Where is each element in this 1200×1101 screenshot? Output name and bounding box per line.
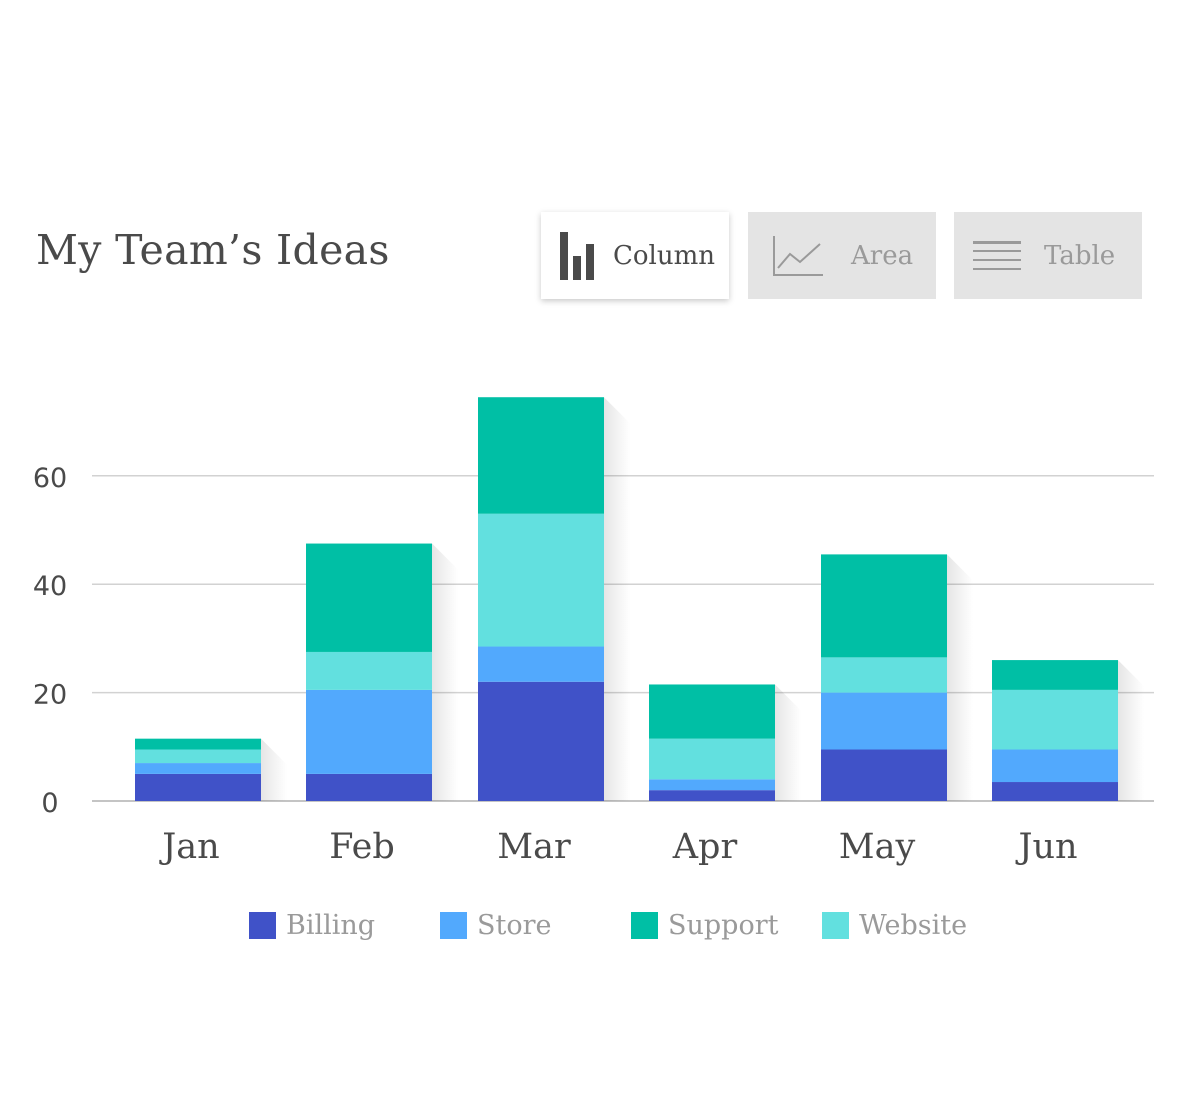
bar-may-support (821, 554, 947, 658)
bar-shadow-jan (261, 738, 287, 801)
x-tick-label-jan: Jan (159, 827, 219, 867)
table-lines-icon (973, 240, 1021, 271)
tab-table[interactable]: Table (954, 212, 1142, 299)
legend-swatch-store (440, 911, 467, 939)
bar-mar-store (478, 646, 604, 682)
legend-item-billing: Billing (249, 903, 375, 947)
legend-label-support: Support (668, 909, 779, 941)
bar-jan-support (135, 738, 261, 750)
bar-may-store (821, 692, 947, 750)
x-tick-label-apr: Apr (672, 827, 738, 867)
bar-apr-store (649, 779, 775, 791)
tab-area-label: Area (851, 240, 914, 271)
y-tick-label-60: 60 (33, 463, 67, 494)
x-tick-label-mar: Mar (497, 827, 571, 867)
bar-jun-billing (992, 782, 1118, 801)
y-tick-label-20: 20 (33, 680, 67, 711)
tab-column[interactable]: Column (541, 212, 729, 299)
bar-jun-support (992, 660, 1118, 690)
bar-jan-billing (135, 773, 261, 801)
x-tick-label-may: May (839, 827, 916, 867)
legend-swatch-support (631, 911, 658, 939)
bar-shadow-may (947, 554, 973, 801)
tab-area[interactable]: Area (748, 212, 936, 299)
bar-jun-store (992, 749, 1118, 783)
bar-shadow-jun (1118, 660, 1144, 801)
column-chart-icon (559, 231, 595, 280)
legend-label-billing: Billing (286, 909, 376, 941)
bar-shadow-feb (432, 543, 458, 801)
x-tick-label-feb: Feb (329, 827, 395, 867)
bar-feb-billing (306, 773, 432, 801)
x-tick-label-jun: Jun (1015, 827, 1077, 867)
bar-mar-billing (478, 681, 604, 801)
legend-label-store: Store (477, 909, 552, 941)
tab-table-label: Table (1044, 240, 1116, 271)
legend-item-store: Store (440, 903, 552, 947)
bar-jun-website (992, 689, 1118, 750)
area-chart-icon (773, 235, 823, 276)
bar-apr-billing (649, 790, 775, 801)
y-tick-label-0: 0 (41, 788, 58, 819)
bar-shadow-apr (775, 684, 801, 801)
chart-title: My Team’s Ideas (36, 226, 390, 274)
bar-jan-website (135, 749, 261, 764)
bar-feb-website (306, 651, 432, 690)
legend-item-support: Support (631, 903, 778, 947)
bar-shadow-mar (604, 397, 630, 801)
legend-label-website: Website (859, 909, 968, 941)
bar-apr-support (649, 684, 775, 739)
legend-swatch-website (822, 911, 849, 939)
bar-mar-support (478, 397, 604, 514)
bar-jan-store (135, 763, 261, 774)
chart-legend: Billing Store Support Website (0, 903, 1200, 947)
legend-item-website: Website (822, 903, 967, 947)
tab-column-label: Column (613, 240, 716, 271)
bar-may-billing (821, 749, 947, 801)
legend-swatch-billing (249, 911, 276, 939)
bar-feb-store (306, 689, 432, 774)
bar-may-website (821, 657, 947, 693)
bar-mar-website (478, 513, 604, 647)
bar-apr-website (649, 738, 775, 780)
bar-feb-support (306, 543, 432, 652)
y-tick-label-40: 40 (33, 571, 67, 602)
